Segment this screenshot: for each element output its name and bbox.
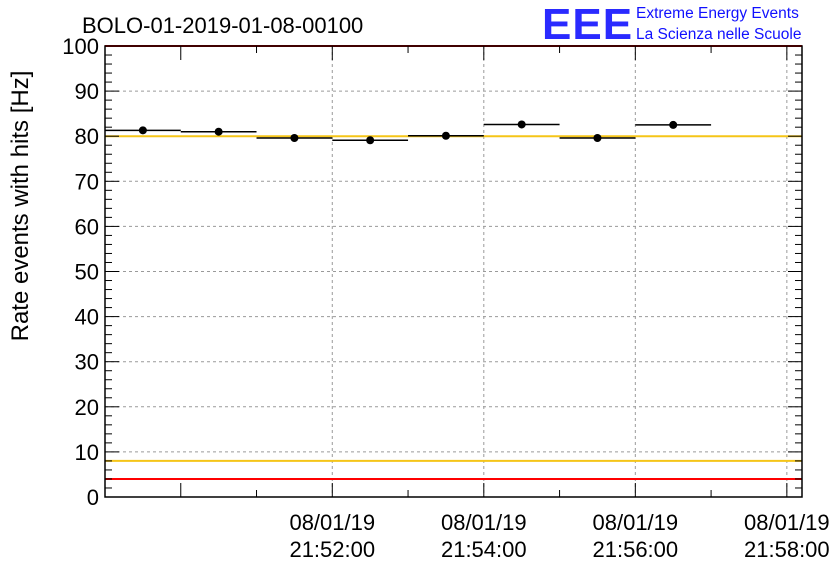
y-tick-label: 90 [75, 79, 99, 104]
y-tick-label: 50 [75, 260, 99, 285]
x-tick-date-label: 08/01/19 [744, 510, 830, 535]
x-tick-date-label: 08/01/19 [289, 510, 375, 535]
y-tick-label: 100 [62, 34, 99, 59]
axes [104, 45, 803, 498]
logo-line-1: Extreme Energy Events [636, 5, 799, 22]
y-tick-label: 10 [75, 440, 99, 465]
y-tick-label: 0 [87, 485, 99, 510]
chart-title: BOLO-01-2019-01-08-00100 [82, 13, 363, 38]
data-point [290, 134, 299, 143]
y-axis-title: Rate events with hits [Hz] [7, 71, 34, 342]
logo-mark: EEE [542, 0, 633, 49]
y-tick-label: 40 [75, 305, 99, 330]
y-tick-label: 30 [75, 350, 99, 375]
data-point [593, 134, 602, 143]
data-point [517, 120, 526, 129]
x-tick-date-label: 08/01/19 [593, 510, 679, 535]
data-points [105, 120, 712, 145]
x-tick-time-label: 21:52:00 [289, 537, 375, 562]
logo-line-2: La Scienza nelle Scuole [636, 26, 801, 43]
data-point [138, 126, 147, 135]
eee-logo: EEE Extreme Energy Events La Scienza nel… [542, 0, 801, 49]
y-tick-label: 60 [75, 214, 99, 239]
data-point [366, 136, 375, 145]
reference-lines [105, 45, 802, 480]
x-tick-date-label: 08/01/19 [441, 510, 527, 535]
tick-labels: 010203040506070809010008/01/1921:52:0008… [62, 34, 829, 562]
data-point [214, 127, 223, 136]
y-tick-label: 70 [75, 169, 99, 194]
y-tick-label: 20 [75, 395, 99, 420]
grid [105, 46, 802, 497]
y-tick-label: 80 [75, 124, 99, 149]
data-point [441, 131, 450, 140]
data-point [669, 120, 678, 129]
x-tick-time-label: 21:58:00 [744, 537, 830, 562]
x-tick-time-label: 21:54:00 [441, 537, 527, 562]
x-tick-time-label: 21:56:00 [593, 537, 679, 562]
